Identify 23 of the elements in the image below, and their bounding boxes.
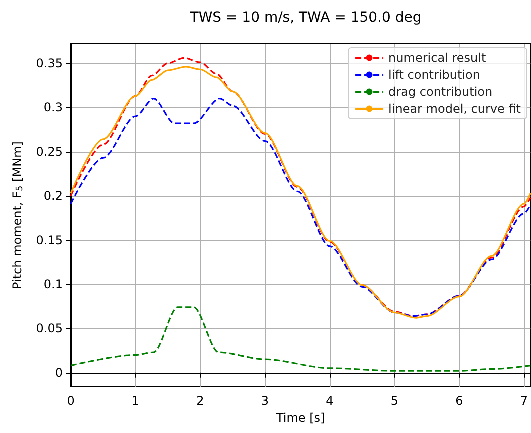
x-tick-label: 1 bbox=[132, 394, 140, 408]
x-tick-label: 4 bbox=[326, 394, 334, 408]
y-tick-label: 0.25 bbox=[36, 144, 63, 159]
y-tick-label: 0.15 bbox=[36, 233, 63, 248]
x-tick-label: 5 bbox=[390, 394, 399, 408]
x-tick-label: 2 bbox=[196, 394, 204, 408]
y-tick-label: 0.1 bbox=[44, 277, 63, 292]
legend-label: drag contribution bbox=[388, 85, 493, 99]
y-tick-label: 0 bbox=[55, 366, 63, 380]
x-axis-title: Time [s] bbox=[275, 410, 326, 425]
legend-label: numerical result bbox=[388, 51, 486, 65]
legend-label: lift contribution bbox=[388, 68, 480, 82]
x-tick-label: 7 bbox=[520, 394, 528, 408]
y-tick-label: 0.05 bbox=[36, 322, 63, 336]
y-tick-label: 0.3 bbox=[44, 100, 63, 115]
x-tick-label: 6 bbox=[456, 394, 464, 408]
legend-label: linear model, curve fit bbox=[388, 102, 522, 116]
y-tick-label: 0.2 bbox=[44, 189, 63, 204]
y-tick-label: 0.35 bbox=[36, 56, 63, 70]
chart-title: TWS = 10 m/s, TWA = 150.0 deg bbox=[189, 10, 422, 26]
x-tick-label: 0 bbox=[67, 394, 75, 408]
x-tick-label: 3 bbox=[261, 394, 270, 408]
y-axis-title: Pitch moment, F5 [MNm] bbox=[10, 142, 26, 290]
